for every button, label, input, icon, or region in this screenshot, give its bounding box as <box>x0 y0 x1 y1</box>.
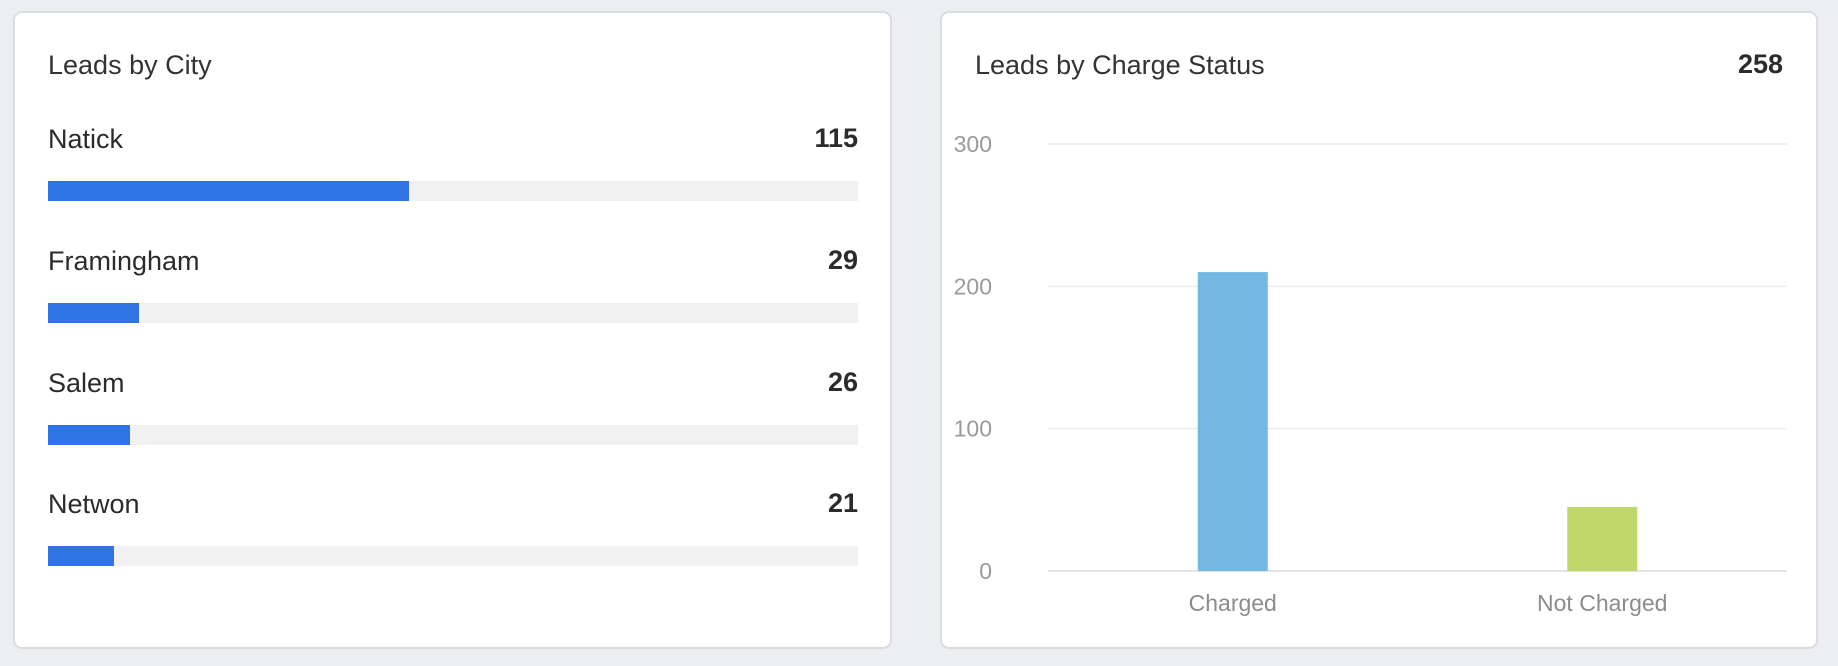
city-count: 29 <box>827 245 858 275</box>
charge-status-chart: 0 100 200 300 Charged Not Charged <box>954 131 1787 616</box>
city-row-salem[interactable]: Salem 26 <box>48 367 858 468</box>
leads-by-city-card: Leads by City Natick 115 Framingham 29 S… <box>13 11 892 649</box>
total-count: 258 <box>1737 49 1783 79</box>
card-title: Leads by Charge Status <box>975 50 1265 80</box>
bar-charged[interactable] <box>1197 272 1268 571</box>
progress-track <box>48 425 858 445</box>
progress-fill <box>48 425 130 445</box>
leads-by-charge-status-card: Leads by Charge Status 258 0 100 200 300 Cha… <box>940 11 1818 649</box>
city-count: 26 <box>827 367 858 397</box>
city-name: Netwon <box>48 489 140 519</box>
progress-fill <box>48 303 140 323</box>
y-tick-label: 0 <box>979 558 992 584</box>
city-name: Salem <box>48 368 125 398</box>
city-name: Natick <box>48 124 124 154</box>
progress-track <box>48 303 858 323</box>
progress-track <box>48 181 858 201</box>
y-tick-label: 100 <box>954 416 992 442</box>
city-count: 21 <box>827 488 858 518</box>
x-category-label: Not Charged <box>1537 590 1667 616</box>
card-title: Leads by City <box>48 50 212 80</box>
y-tick-label: 200 <box>954 273 992 299</box>
city-row-framingham[interactable]: Framingham 29 <box>48 245 858 346</box>
progress-fill <box>48 181 410 201</box>
y-tick-label: 300 <box>954 131 992 157</box>
x-category-label: Charged <box>1189 590 1277 616</box>
city-row-netwon[interactable]: Netwon 21 <box>48 488 858 589</box>
progress-track <box>48 546 858 566</box>
city-name: Framingham <box>48 246 200 276</box>
progress-fill <box>48 546 114 566</box>
city-count: 115 <box>814 123 858 153</box>
city-row-natick[interactable]: Natick 115 <box>48 123 858 224</box>
bar-not-charged[interactable] <box>1567 506 1638 571</box>
